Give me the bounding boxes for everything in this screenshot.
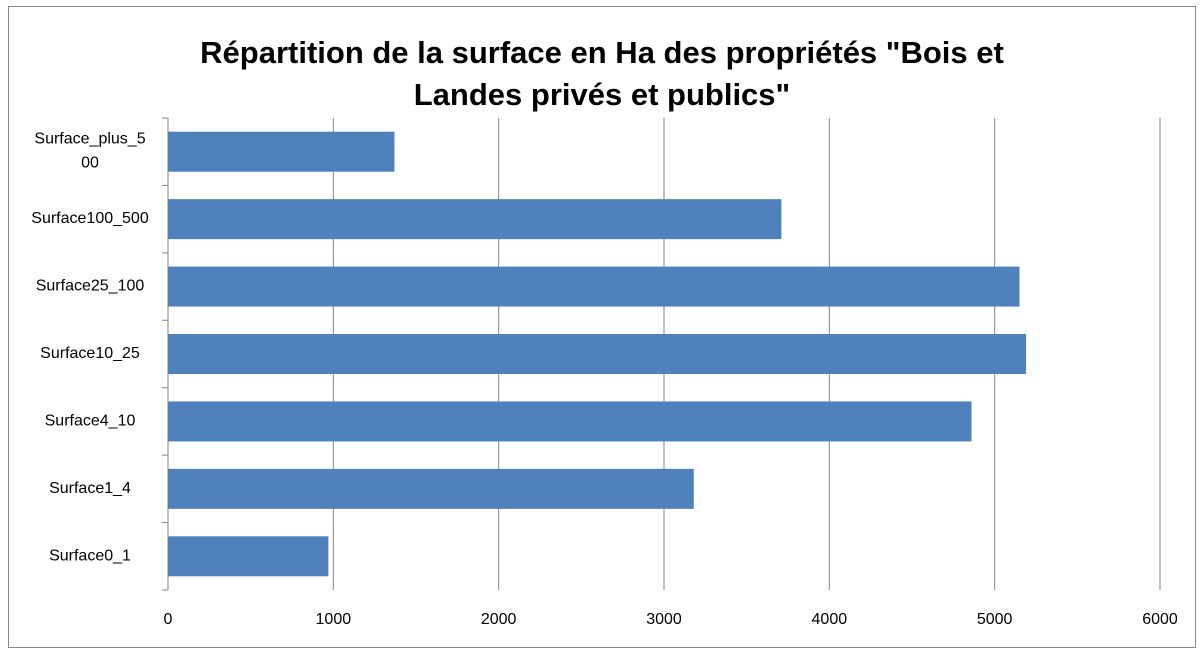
x-tick-label: 0 <box>164 611 173 628</box>
x-tick-label: 6000 <box>1142 611 1178 628</box>
y-tick-label: Surface10_25 <box>40 345 140 362</box>
x-tick-label: 4000 <box>812 611 848 628</box>
bar <box>168 266 1020 307</box>
y-tick-label: Surface1_4 <box>49 480 131 497</box>
y-tick-label: Surface_plus_5 00 <box>34 131 145 172</box>
bar <box>168 131 395 172</box>
x-tick-label: 2000 <box>481 611 517 628</box>
bar <box>168 468 694 509</box>
y-tick-label: Surface100_500 <box>31 210 149 227</box>
x-tick-label: 1000 <box>316 611 352 628</box>
chart-title: Répartition de la surface en Ha des prop… <box>200 35 1004 112</box>
bar <box>168 401 972 442</box>
y-tick-label: Surface25_100 <box>36 278 145 295</box>
bar <box>168 536 329 577</box>
bar <box>168 334 1027 374</box>
x-tick-label: 3000 <box>646 611 682 628</box>
x-tick-label: 5000 <box>977 611 1013 628</box>
y-tick-label: Surface0_1 <box>49 548 131 565</box>
bar <box>168 199 782 240</box>
y-tick-label: Surface4_10 <box>45 413 136 430</box>
